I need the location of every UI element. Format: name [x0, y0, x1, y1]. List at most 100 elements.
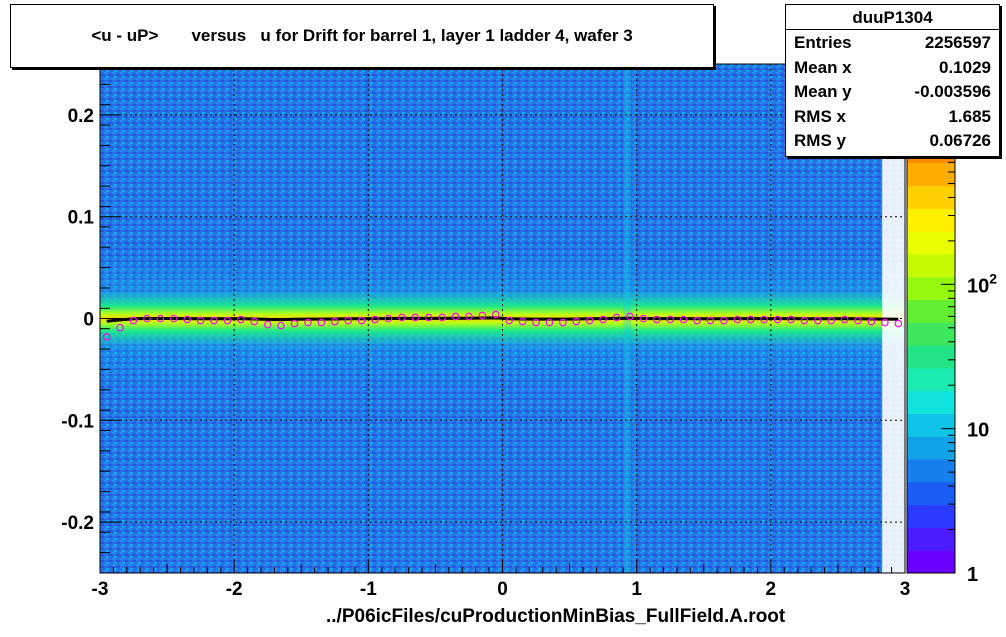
data-point	[438, 313, 446, 322]
palette-tick-label: 1	[967, 564, 978, 586]
stats-value: 0.06726	[929, 131, 991, 150]
y-tick-label: -0.2	[61, 513, 94, 534]
data-point	[116, 323, 124, 332]
data-point	[813, 316, 822, 325]
data-point	[505, 316, 514, 325]
data-point	[706, 316, 715, 325]
data-point	[411, 313, 420, 322]
stats-label: RMS y	[794, 131, 846, 150]
data-point	[102, 333, 111, 341]
profile-line	[106, 316, 899, 323]
data-point	[787, 315, 795, 324]
stats-row-rms-x: RMS x 1.685	[786, 104, 999, 129]
file-path-label: ../P06icFiles/cuProductionMinBias_FullFi…	[326, 606, 786, 627]
palette-tick-label: 102	[967, 270, 997, 297]
data-point	[559, 318, 567, 327]
data-point	[693, 316, 701, 325]
data-point	[679, 315, 688, 324]
data-point	[465, 312, 473, 321]
data-point	[840, 315, 849, 324]
data-point	[169, 314, 178, 323]
data-point	[652, 315, 661, 324]
palette-swatch	[907, 481, 955, 506]
stats-value: 0.1029	[939, 57, 991, 77]
stats-row-mean-x: Mean x 0.1029	[786, 55, 999, 80]
data-point	[317, 318, 326, 327]
stats-row-mean-y: Mean y -0.003596	[786, 79, 999, 104]
data-point	[398, 313, 406, 322]
palette-swatch	[907, 162, 955, 187]
x-tick-label: -1	[360, 579, 377, 600]
palette-swatch	[907, 345, 955, 369]
data-point	[518, 317, 527, 326]
stats-value: 1.685	[948, 106, 991, 126]
palette-swatch	[907, 390, 955, 414]
data-point	[827, 316, 836, 325]
palette-swatch	[907, 208, 955, 232]
palette-swatch	[907, 185, 955, 209]
data-point	[532, 318, 540, 327]
palette-swatch	[907, 231, 955, 255]
x-tick-label: -2	[226, 579, 243, 600]
data-point	[773, 315, 782, 324]
data-point	[277, 321, 285, 330]
data-point	[545, 318, 554, 327]
x-tick-label: -3	[92, 579, 109, 600]
stats-row-rms-y: RMS y 0.06726	[786, 128, 999, 153]
data-point	[290, 319, 299, 328]
data-point	[263, 320, 272, 329]
axes: -3 -2 -1 0 1 2 3 -0.2 -0.1 0 0.1 0.2	[61, 63, 911, 600]
data-point	[371, 315, 379, 324]
data-point	[183, 315, 192, 324]
stats-histogram-name: duuP1304	[786, 5, 999, 30]
data-point	[250, 317, 259, 326]
palette-swatch	[907, 276, 955, 301]
stats-label: Mean x	[794, 57, 852, 77]
data-point	[854, 316, 862, 325]
data-point	[867, 317, 876, 326]
palette-swatch	[907, 299, 955, 323]
x-tick-label: 1	[631, 579, 642, 600]
x-tick-label: 2	[766, 579, 777, 600]
stats-value: 2256597	[924, 33, 991, 52]
data-point	[129, 316, 138, 325]
y-tick-label: 0	[83, 310, 94, 331]
data-point	[237, 315, 245, 324]
data-point	[156, 314, 165, 323]
data-point	[760, 315, 768, 324]
stats-label: RMS x	[794, 106, 846, 126]
data-point	[304, 318, 312, 327]
data-point	[720, 316, 728, 325]
data-point	[143, 314, 151, 323]
data-point	[572, 317, 581, 326]
palette-tick-label: 10	[967, 420, 989, 442]
palette-swatch	[907, 436, 955, 460]
stats-label: Mean y	[794, 82, 852, 101]
data-point	[585, 316, 594, 325]
x-tick-label: 3	[900, 579, 911, 600]
data-point	[196, 316, 205, 325]
palette-swatch	[907, 367, 955, 392]
mean-markers	[102, 310, 903, 341]
palette-swatch	[907, 413, 955, 437]
stats-value: -0.003596	[914, 82, 991, 101]
data-point	[626, 312, 634, 321]
palette-swatch	[907, 459, 955, 483]
stats-row-entries: Entries 2256597	[786, 30, 999, 55]
data-point	[800, 316, 809, 325]
y-tick-label: -0.1	[61, 411, 94, 432]
color-palette: 110102103	[906, 126, 997, 586]
data-point	[881, 318, 889, 327]
data-point	[424, 313, 433, 322]
palette-swatch	[907, 253, 955, 278]
data-point	[210, 316, 218, 325]
y-tick-label: 0.1	[68, 208, 95, 229]
data-point	[344, 316, 353, 325]
data-point	[478, 311, 487, 320]
data-point	[599, 315, 607, 324]
x-tick-label: 0	[497, 579, 508, 600]
palette-swatch	[907, 504, 955, 528]
stats-label: Entries	[794, 33, 852, 52]
stats-box: duuP1304 Entries 2256597 Mean x 0.1029 M…	[785, 4, 1000, 157]
